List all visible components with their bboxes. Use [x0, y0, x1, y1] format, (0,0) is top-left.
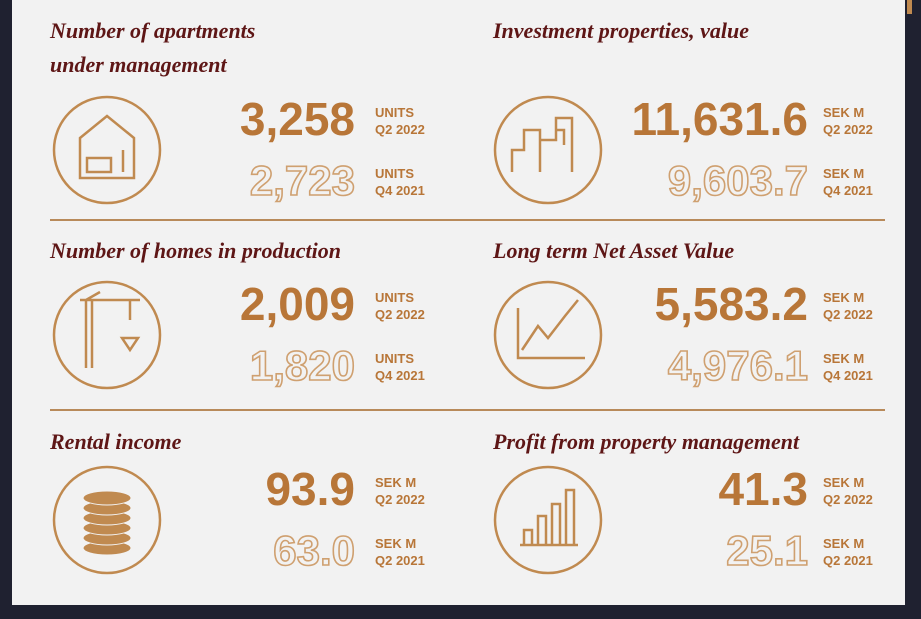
current-unit: UNITS	[375, 105, 414, 120]
previous-unit: UNITS	[375, 351, 414, 366]
current-period: Q2 2022	[375, 307, 425, 322]
panel-title: under management	[50, 52, 228, 77]
current-value: 5,583.2	[655, 278, 808, 330]
current-value: 2,009	[240, 278, 355, 330]
panel-title: Number of homes in production	[49, 238, 341, 263]
panel-title: Long term Net Asset Value	[492, 238, 734, 263]
current-period: Q2 2022	[823, 492, 873, 507]
current-value: 11,631.6	[631, 93, 808, 145]
current-value: 3,258	[240, 93, 355, 145]
panel-background	[12, 0, 905, 605]
panel-title: Number of apartments	[49, 18, 255, 43]
current-value: 41.3	[718, 463, 808, 515]
previous-period: Q2 2021	[375, 553, 425, 568]
current-unit: SEK M	[823, 475, 864, 490]
current-unit: UNITS	[375, 290, 414, 305]
previous-value: 9,603.7	[668, 157, 808, 204]
current-unit: SEK M	[823, 290, 864, 305]
current-period: Q2 2022	[823, 122, 873, 137]
previous-unit: SEK M	[375, 536, 416, 551]
current-period: Q2 2022	[375, 122, 425, 137]
current-unit: SEK M	[823, 105, 864, 120]
icons	[52, 95, 603, 575]
panel-title: Rental income	[49, 429, 182, 454]
previous-unit: SEK M	[823, 536, 864, 551]
panel-title: Profit from property management	[492, 429, 800, 454]
previous-value: 2,723	[250, 157, 355, 204]
previous-value: 4,976.1	[668, 342, 808, 389]
current-unit: SEK M	[375, 475, 416, 490]
current-period: Q2 2022	[375, 492, 425, 507]
previous-unit: SEK M	[823, 166, 864, 181]
current-period: Q2 2022	[823, 307, 873, 322]
previous-period: Q4 2021	[823, 368, 873, 383]
previous-value: 25.1	[726, 527, 808, 574]
previous-period: Q4 2021	[375, 368, 425, 383]
previous-period: Q4 2021	[823, 183, 873, 198]
previous-value: 63.0	[273, 527, 355, 574]
previous-period: Q4 2021	[375, 183, 425, 198]
previous-period: Q2 2021	[823, 553, 873, 568]
panel-title: Investment properties, value	[492, 18, 749, 43]
previous-value: 1,820	[250, 342, 355, 389]
current-value: 93.9	[265, 463, 355, 515]
previous-unit: SEK M	[823, 351, 864, 366]
previous-unit: UNITS	[375, 166, 414, 181]
accent	[907, 0, 912, 14]
